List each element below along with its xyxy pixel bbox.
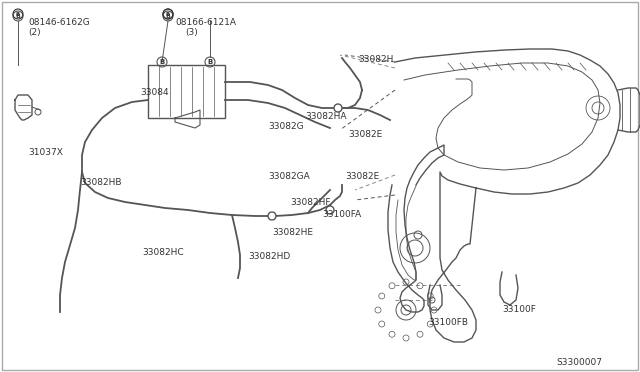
Circle shape — [326, 206, 334, 214]
Text: 33100FA: 33100FA — [322, 210, 361, 219]
Circle shape — [268, 212, 276, 220]
Text: 08166-6121A: 08166-6121A — [175, 18, 236, 27]
Text: 08146-6162G: 08146-6162G — [28, 18, 90, 27]
Text: 33082G: 33082G — [268, 122, 303, 131]
Text: (3): (3) — [185, 28, 198, 37]
Circle shape — [334, 104, 342, 112]
Text: 33100F: 33100F — [502, 305, 536, 314]
Text: 33082E: 33082E — [348, 130, 382, 139]
Text: 33082HE: 33082HE — [272, 228, 313, 237]
Text: 33082HA: 33082HA — [305, 112, 346, 121]
Text: 33082HC: 33082HC — [142, 248, 184, 257]
Text: B: B — [166, 12, 170, 16]
Text: 33082HB: 33082HB — [80, 178, 122, 187]
Text: 33082HF: 33082HF — [290, 198, 330, 207]
Text: 33082H: 33082H — [358, 55, 394, 64]
Text: 33100FB: 33100FB — [428, 318, 468, 327]
Text: B: B — [16, 12, 20, 16]
Bar — [148, 65, 225, 118]
Text: 33082GA: 33082GA — [268, 172, 310, 181]
Text: B: B — [207, 59, 212, 65]
Text: B: B — [15, 13, 20, 19]
Text: B: B — [159, 59, 164, 65]
Text: S3300007: S3300007 — [556, 358, 602, 367]
Text: (2): (2) — [28, 28, 40, 37]
Text: B: B — [166, 13, 170, 19]
Text: 33082HD: 33082HD — [248, 252, 291, 261]
Text: 33082E: 33082E — [345, 172, 380, 181]
Text: 33084: 33084 — [140, 88, 168, 97]
Text: 31037X: 31037X — [28, 148, 63, 157]
